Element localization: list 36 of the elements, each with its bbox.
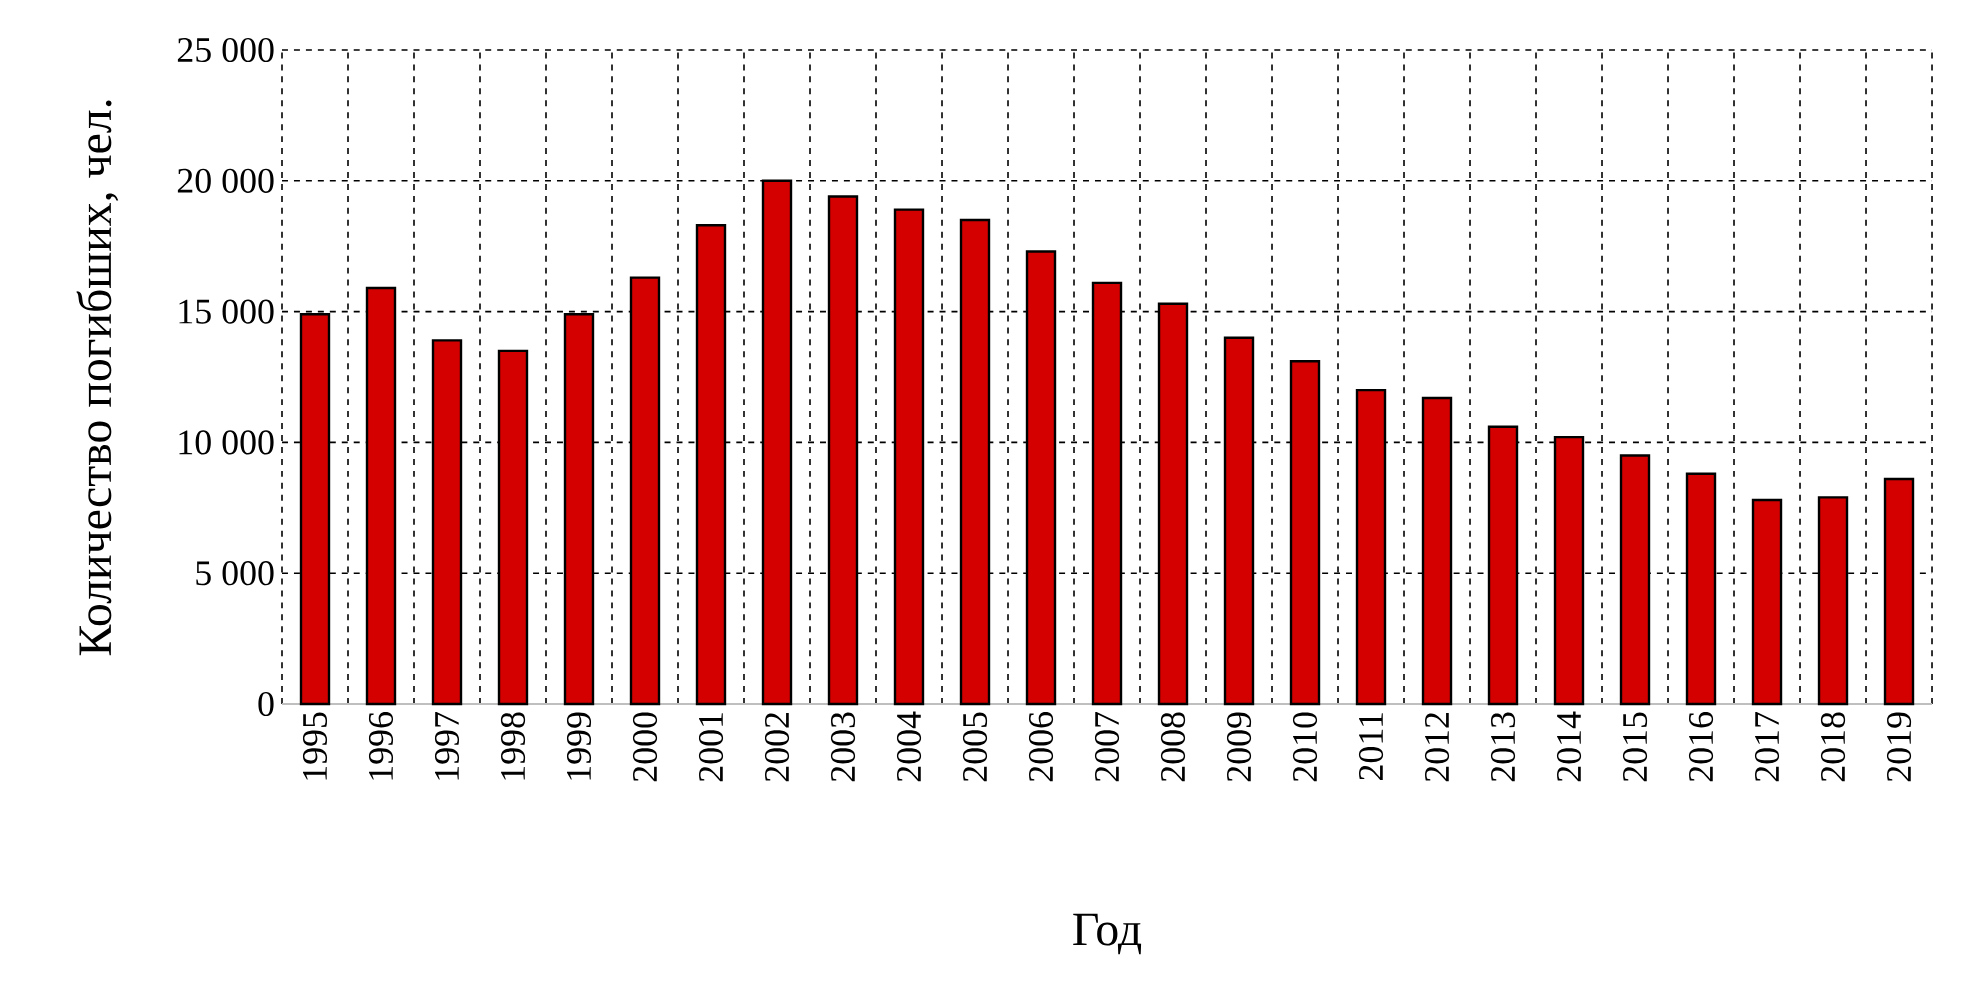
x-tick-label: 2014 (1556, 711, 1582, 782)
x-tick-label: 2007 (1094, 712, 1120, 782)
x-tick-label: 2013 (1490, 712, 1516, 782)
y-tick-label: 5 000 (196, 561, 274, 586)
y-axis-title: Количество погибших, чел. (76, 100, 119, 656)
bar (1751, 498, 1783, 706)
x-tick-label: 2006 (1028, 712, 1054, 782)
x-tick-label: 1996 (368, 712, 394, 780)
x-tick-label: 1999 (566, 712, 592, 780)
x-tick-label: 2019 (1886, 712, 1912, 782)
y-tick-label: 15 000 (179, 299, 274, 324)
bar (1883, 477, 1915, 706)
x-tick-label: 1995 (302, 712, 328, 780)
y-tick-label: 25 000 (177, 37, 274, 63)
x-tick-label: 2000 (632, 712, 658, 782)
y-tick-label: 10 000 (179, 430, 274, 455)
x-tick-label: 2016 (1688, 712, 1714, 782)
x-tick-label: 2001 (698, 713, 724, 782)
x-tick-label: 2003 (830, 712, 856, 782)
x-tick-label: 2012 (1424, 713, 1450, 782)
x-tick-label: 2015 (1622, 712, 1648, 782)
x-tick-label: 1998 (500, 712, 526, 780)
x-tick-label: 2009 (1226, 712, 1252, 782)
x-tick-label: 2002 (764, 713, 790, 782)
x-tick-label: 2018 (1820, 712, 1846, 782)
y-tick-label: 0 (258, 691, 274, 717)
x-tick-label: 2008 (1160, 712, 1186, 782)
x-tick-label: 2011 (1358, 713, 1384, 780)
x-tick-label: 2010 (1292, 712, 1318, 782)
x-axis-title: Год (1073, 913, 1142, 955)
x-tick-label: 2017 (1754, 712, 1780, 782)
y-tick-label: 20 000 (177, 168, 274, 193)
bar (365, 286, 397, 706)
x-tick-label: 2004 (896, 711, 922, 782)
x-tick-label: 2005 (962, 712, 988, 782)
x-tick-label: 1997 (434, 712, 460, 780)
